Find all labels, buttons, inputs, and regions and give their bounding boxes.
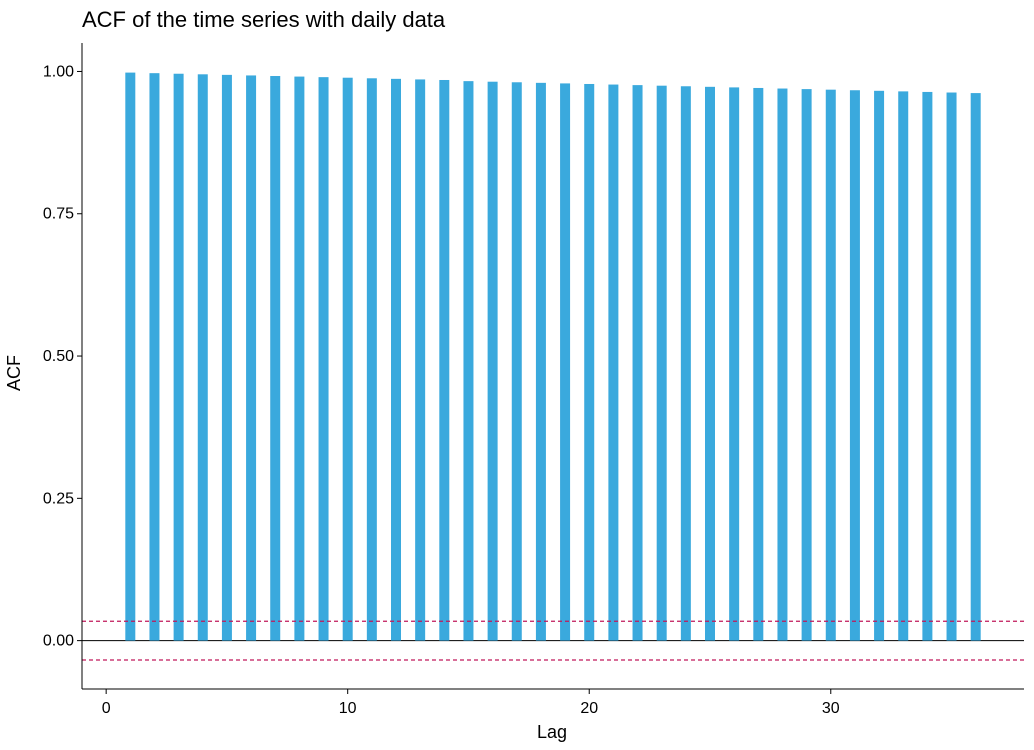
acf-bar (970, 93, 981, 641)
acf-bar (535, 82, 546, 641)
bars-group (125, 72, 981, 641)
acf-bar (125, 72, 136, 641)
x-tick-label: 0 (102, 700, 111, 717)
x-tick-label: 10 (339, 700, 357, 717)
acf-bar (487, 81, 498, 641)
acf-bar (729, 87, 740, 641)
acf-bar (946, 92, 957, 641)
acf-bar (560, 83, 571, 641)
acf-bar (149, 73, 160, 641)
acf-bar (173, 73, 184, 641)
acf-bar (608, 84, 619, 641)
plot-background (82, 43, 1024, 689)
plot-area (82, 43, 1024, 689)
acf-bar (632, 85, 643, 641)
y-tick-label: 0.00 (43, 633, 74, 650)
acf-bar (270, 76, 281, 641)
acf-bar (753, 87, 764, 641)
acf-bar (391, 78, 401, 641)
y-tick-label: 0.50 (43, 348, 74, 365)
acf-bar (221, 74, 232, 641)
y-tick-label: 1.00 (43, 63, 74, 80)
acf-bar (511, 82, 522, 641)
acf-bar (197, 74, 208, 641)
y-tick-label: 0.75 (43, 206, 74, 223)
acf-bar (874, 90, 885, 641)
chart-title: ACF of the time series with daily data (82, 7, 446, 32)
acf-bar (439, 79, 450, 641)
confidence-bounds (82, 620, 1024, 661)
acf-bar (849, 90, 860, 641)
acf-bar (777, 88, 788, 641)
acf-bar (366, 78, 377, 641)
acf-bar (463, 81, 474, 641)
x-axis-ticks: 0 10 20 30 (102, 689, 840, 717)
acf-bar (898, 91, 909, 641)
acf-bar (922, 91, 933, 641)
acf-bar (415, 79, 426, 641)
acf-bar (294, 76, 305, 641)
acf-bar (656, 85, 667, 641)
acf-bar (318, 77, 329, 641)
x-tick-label: 30 (822, 700, 840, 717)
x-tick-label: 20 (580, 700, 598, 717)
y-tick-label: 0.25 (43, 490, 74, 507)
y-axis-ticks: 0.00 0.25 0.50 0.75 1.00 (43, 63, 82, 650)
acf-bar (680, 86, 691, 641)
acf-bar (246, 75, 257, 641)
y-axis-title: ACF (4, 355, 24, 391)
x-axis-title: Lag (537, 722, 567, 742)
acf-bar (584, 83, 595, 641)
acf-bar (801, 89, 812, 641)
acf-bar (342, 77, 353, 641)
acf-bar (825, 89, 836, 641)
acf-bar (705, 86, 715, 641)
